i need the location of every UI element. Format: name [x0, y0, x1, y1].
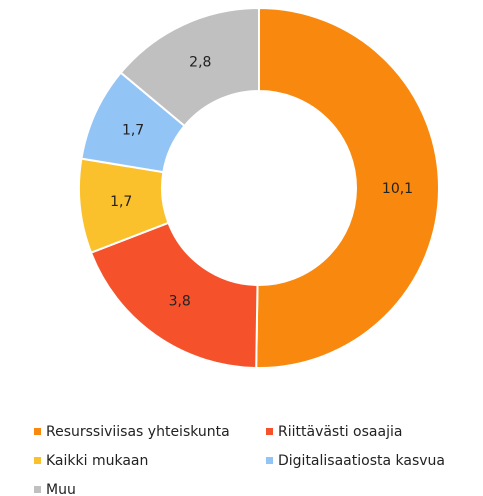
legend-marker — [34, 486, 41, 493]
legend-marker — [34, 428, 41, 435]
legend-marker — [266, 428, 273, 435]
legend-marker — [34, 457, 41, 464]
legend-label: Muu — [46, 482, 76, 496]
legend-label: Kaikki mukaan — [46, 453, 148, 469]
donut-slice — [119, 6, 260, 128]
data-label: 1,7 — [110, 194, 132, 210]
data-label: 3,8 — [169, 294, 191, 310]
legend-marker — [266, 457, 273, 464]
legend-label: Resurssiviisas yhteiskunta — [46, 424, 230, 440]
data-label: 2,8 — [189, 55, 211, 71]
legend-label: Riittävästi osaajia — [278, 424, 402, 440]
data-label: 1,7 — [122, 122, 144, 138]
legend-label: Digitalisaatiosta kasvua — [278, 453, 445, 469]
data-label: 10,1 — [382, 181, 413, 197]
donut-slice — [89, 221, 259, 369]
donut-slice — [255, 6, 440, 369]
